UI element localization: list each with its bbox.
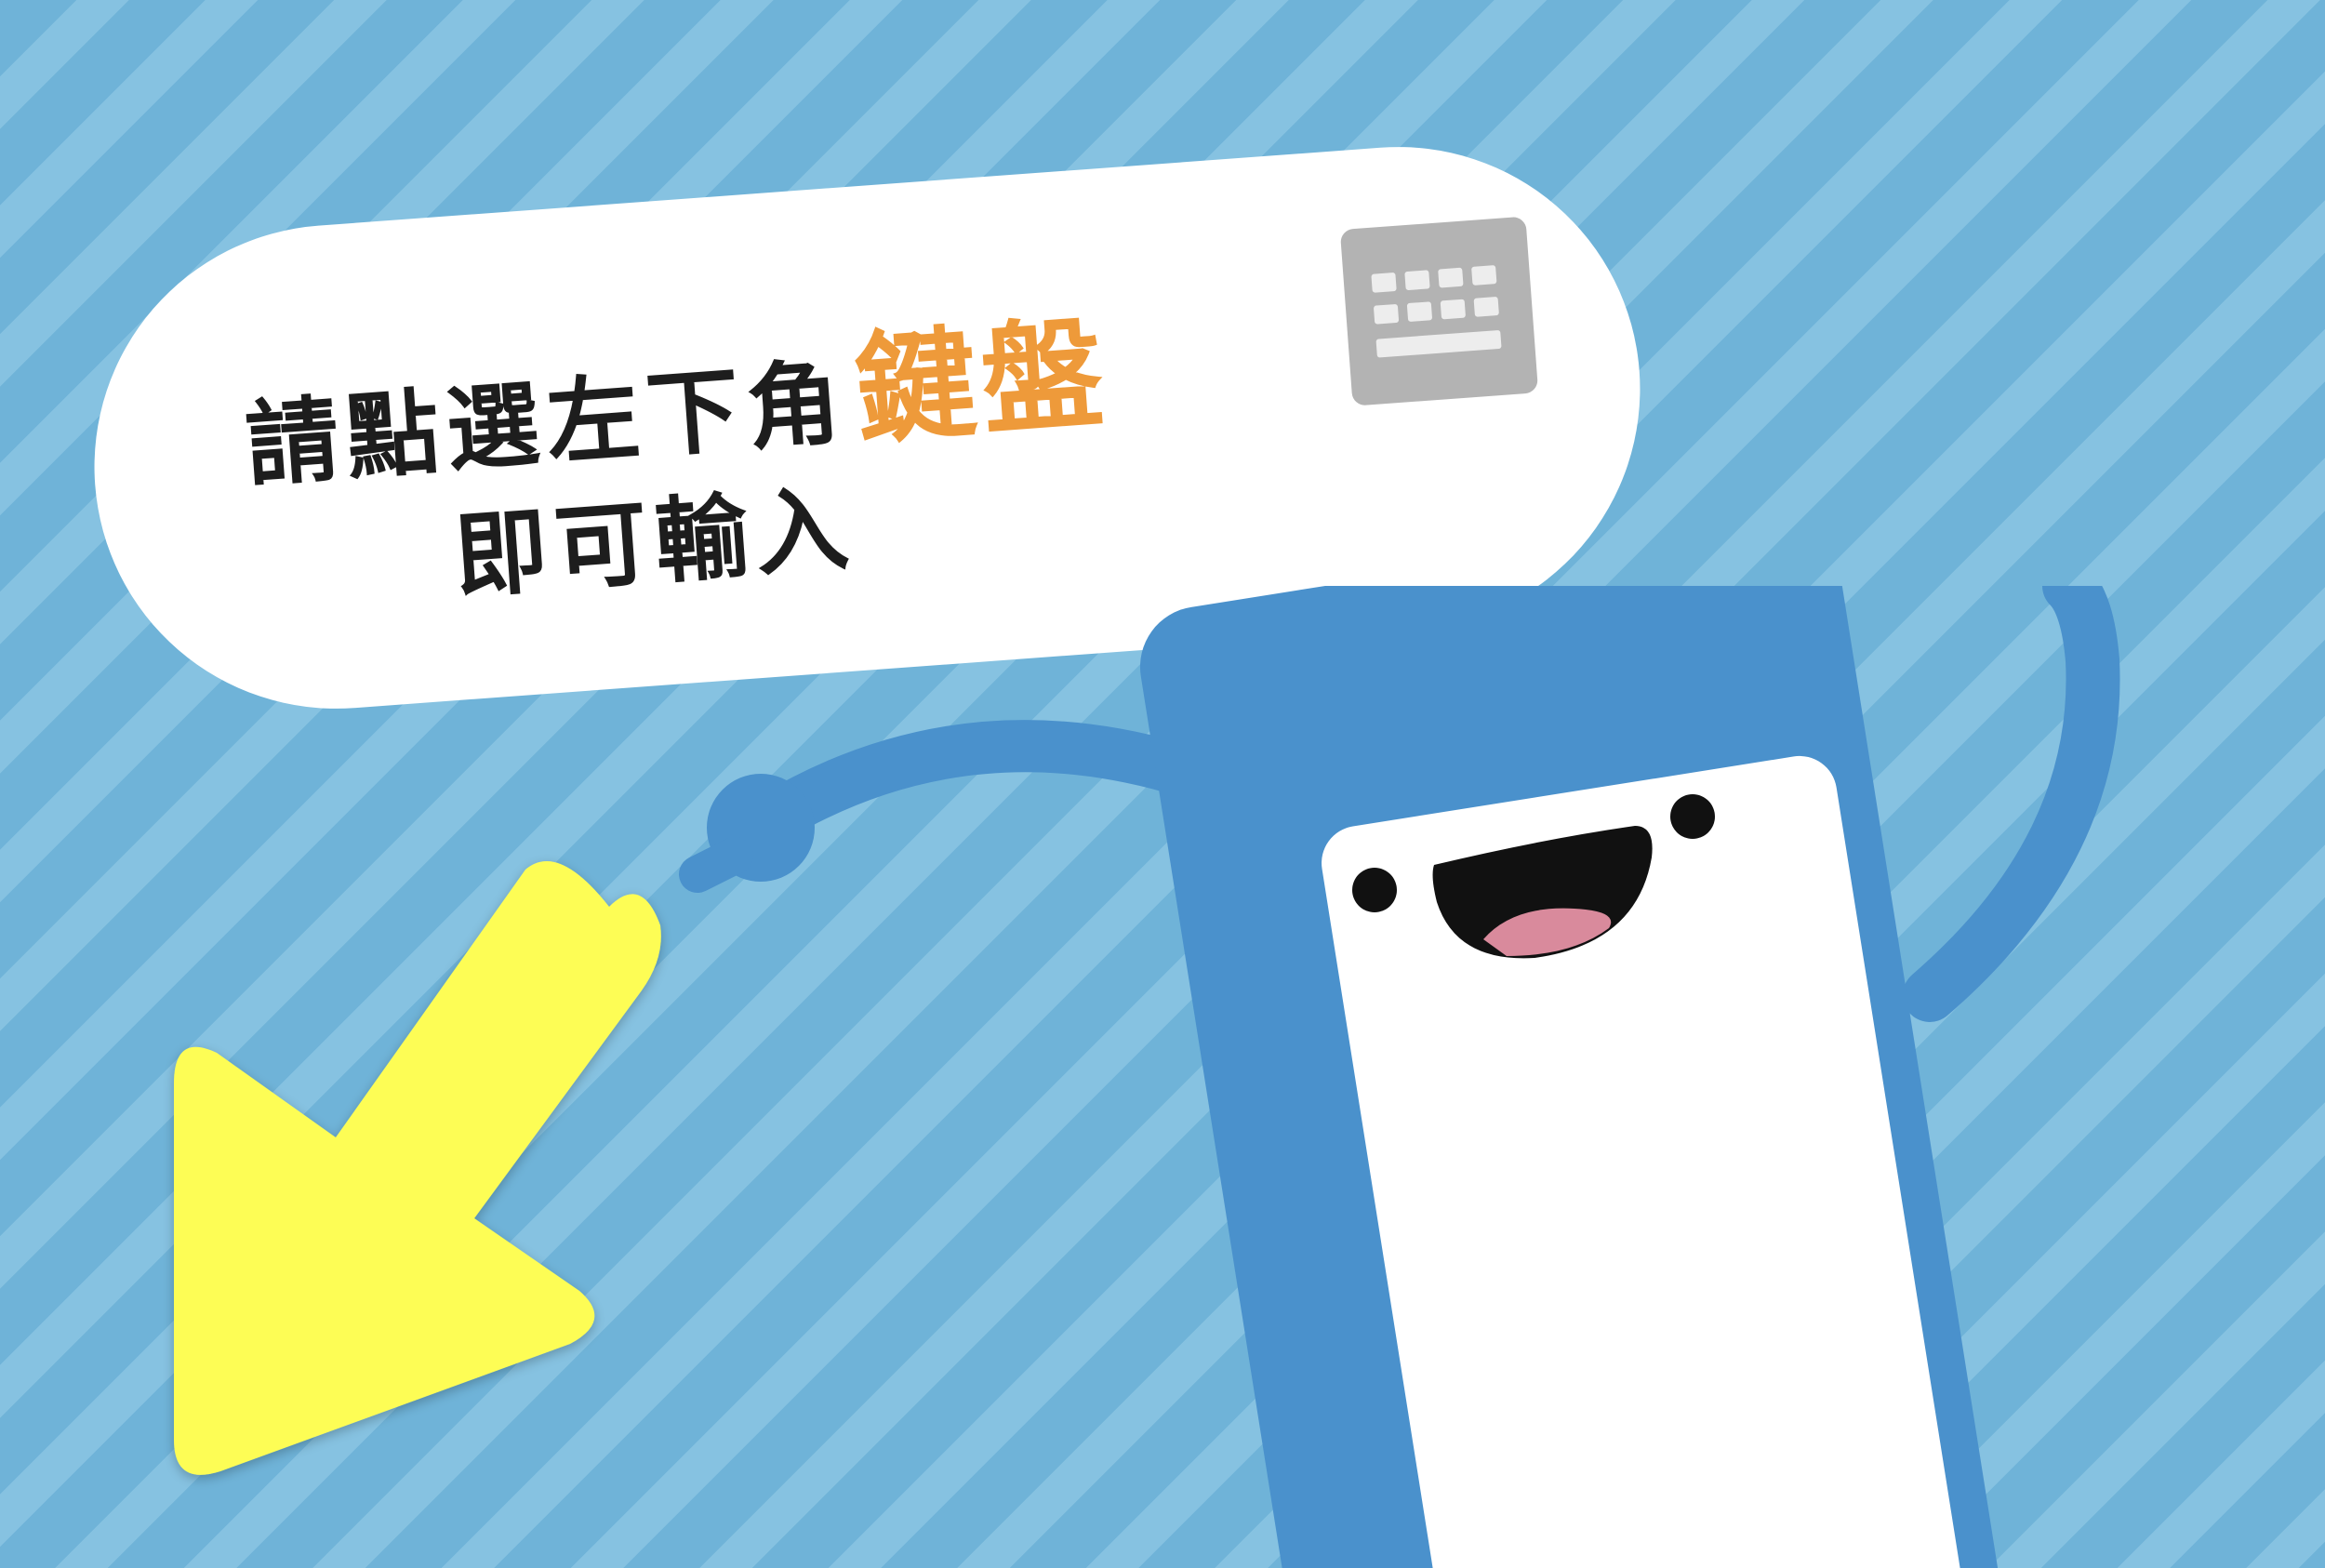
character-tongue (1483, 908, 1612, 956)
arrow-down-left-icon (174, 861, 661, 1475)
character-body (1139, 586, 2003, 1568)
character-raised-arm (1903, 586, 2120, 1022)
character-belly (1322, 755, 1972, 1568)
character-pointing-arm (746, 720, 1198, 844)
character-finger (679, 837, 753, 893)
phone-character (679, 586, 2120, 1568)
keyboard-icon (1339, 216, 1539, 406)
character-left-eye (1352, 868, 1397, 912)
keyboard-highlight-text: 鍵盤 (850, 302, 1113, 462)
character-right-eye (1670, 794, 1715, 839)
